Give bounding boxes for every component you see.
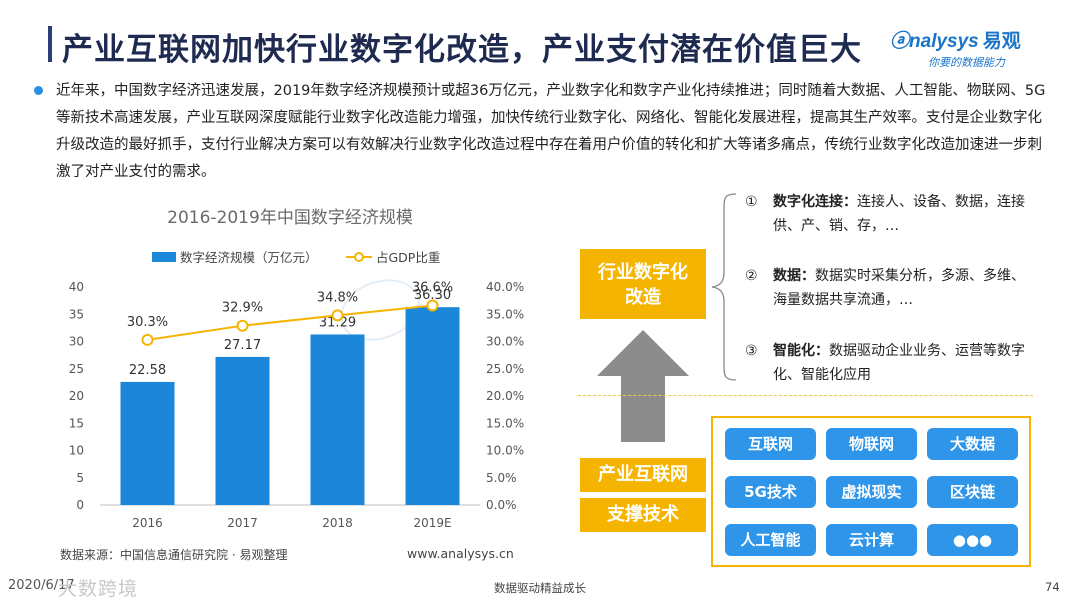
footer-slogan: 数据驱动精益成长 <box>494 581 586 595</box>
point-3-title: 智能化： <box>773 343 829 359</box>
gdp-share-label-2019E: 36.6% <box>412 281 453 296</box>
x-label-2017: 2017 <box>227 516 258 530</box>
digital-transform-box: 行业数字化 改造 <box>580 249 706 319</box>
x-label-2018: 2018 <box>322 516 353 530</box>
y-left-tick: 20 <box>69 389 84 403</box>
y-right-tick: 20.0% <box>486 389 524 403</box>
tech-iot: 物联网 <box>826 428 917 460</box>
tech-ai: 人工智能 <box>725 524 816 556</box>
tech-big-data: 大数据 <box>927 428 1018 460</box>
data-source: 数据来源：中国信息通信研究院 · 易观整理 <box>60 548 288 562</box>
point-3: ③ 智能化：数据驱动企业业务、运营等数字化、智能化应用 <box>745 339 1035 387</box>
support-tech-box: 支撑技术 <box>580 498 706 532</box>
logo-cn: 易观 <box>982 31 1021 52</box>
y-right-tick: 40.0% <box>486 280 524 294</box>
gdp-share-label-2016: 30.3% <box>127 315 168 330</box>
gdp-share-label-2018: 34.8% <box>317 290 358 305</box>
tech-blockchain: 区块链 <box>927 476 1018 508</box>
legend-bar-label: 数字经济规模（万亿元） <box>180 250 318 265</box>
digital-economy-chart: 数字经济规模（万亿元） 占GDP比重 0 5 10 15 20 25 30 35 40 0.0% 5… <box>69 250 524 530</box>
y-right-tick: 10.0% <box>486 444 524 458</box>
y-right-tick: 30.0% <box>486 335 524 349</box>
logo-a-icon: ⓐ <box>890 31 910 52</box>
legend-bar-swatch <box>152 252 176 262</box>
logo-tagline: 你要的数据能力 <box>928 56 1005 69</box>
tech-cloud: 云计算 <box>826 524 917 556</box>
y-left-tick: 40 <box>69 280 84 294</box>
page-number: 74 <box>1045 580 1060 594</box>
point-2: ② 数据：数据实时采集分析，多源、多维、海量数据共享流通，… <box>745 264 1035 312</box>
point-3-text: 数据驱动企业业务、运营等数字化、智能化应用 <box>773 343 1025 383</box>
gdp-share-point-2019E <box>426 299 439 312</box>
y-left-tick: 35 <box>69 307 84 321</box>
point-1-text: 连接人、设备、数据，连接供、产、销、存，… <box>773 194 1025 234</box>
logo-text: nalysys <box>909 31 979 52</box>
point-2-text: 数据实时采集分析，多源、多维、海量数据共享流通，… <box>773 268 1025 308</box>
y-left-tick: 0 <box>76 498 84 512</box>
gdp-share-point-2017 <box>236 319 249 332</box>
bar-2018 <box>310 334 365 505</box>
tech-vr: 虚拟现实 <box>826 476 917 508</box>
y-left-tick: 30 <box>69 335 84 349</box>
y-right-tick: 0.0% <box>486 498 517 512</box>
point-3-num: ③ <box>745 343 758 359</box>
transform-line-1: 行业数字化 <box>598 262 688 283</box>
bar-label-2019E: 36.30 <box>414 288 451 303</box>
up-arrow-icon <box>597 330 689 442</box>
point-1-num: ① <box>745 194 758 210</box>
gdp-share-point-2016 <box>141 333 154 346</box>
y-right-tick: 5.0% <box>486 471 517 485</box>
y-left-tick: 15 <box>69 416 84 430</box>
y-left-tick: 25 <box>69 362 84 376</box>
y-left-tick: 5 <box>76 471 84 485</box>
y-left-tick: 10 <box>69 444 84 458</box>
technology-panel: 互联网 物联网 大数据 5G技术 虚拟现实 区块链 人工智能 云计算 ●●● <box>711 416 1031 567</box>
intro-paragraph: 近年来，中国数字经济迅速发展，2019年数字经济规模预计或超36万亿元，产业数字… <box>56 83 1046 180</box>
point-1-title: 数字化连接： <box>773 194 857 210</box>
legend-line-label: 占GDP比重 <box>376 250 440 265</box>
x-label-2016: 2016 <box>132 516 163 530</box>
analysys-logo: ⓐnalysys 易观 你要的数据能力 <box>890 26 1060 70</box>
website-link[interactable]: www.analysys.cn <box>407 546 514 561</box>
tech-internet: 互联网 <box>725 428 816 460</box>
point-2-title: 数据： <box>773 268 815 284</box>
footer-date: 2020/6/17 <box>8 578 75 593</box>
bullet-icon <box>34 86 43 95</box>
section-divider <box>578 395 1033 396</box>
y-right-tick: 15.0% <box>486 416 524 430</box>
page-title: 产业互联网加快行业数字化改造，产业支付潜在价值巨大 <box>62 32 862 68</box>
gdp-share-point-2018 <box>331 309 344 322</box>
tech-5g: 5G技术 <box>725 476 816 508</box>
point-1: ① 数字化连接：连接人、设备、数据，连接供、产、销、存，… <box>745 190 1045 238</box>
bar-label-2018: 31.29 <box>319 315 356 330</box>
y-right-tick: 35.0% <box>486 307 524 321</box>
gdp-share-label-2017: 32.9% <box>222 301 263 316</box>
title-accent-bar <box>48 26 52 62</box>
legend-line-marker <box>354 252 364 262</box>
x-label-2019E: 2019E <box>413 516 451 530</box>
y-right-tick: 25.0% <box>486 362 524 376</box>
bar-2016 <box>120 381 175 505</box>
bar-2017 <box>215 356 270 505</box>
tech-more: ●●● <box>927 524 1018 556</box>
bar-label-2017: 27.17 <box>224 338 261 353</box>
point-2-num: ② <box>745 268 758 284</box>
industrial-internet-box: 产业互联网 <box>580 458 706 492</box>
footer-brand-watermark: 大数跨境 <box>58 578 139 600</box>
chart-title: 2016-2019年中国数字经济规模 <box>167 208 413 228</box>
transform-line-2: 改造 <box>625 287 661 308</box>
bar-label-2016: 22.58 <box>129 363 166 378</box>
gdp-share-line <box>147 304 433 341</box>
bar-2019E <box>405 307 460 505</box>
brace-icon <box>711 193 737 381</box>
